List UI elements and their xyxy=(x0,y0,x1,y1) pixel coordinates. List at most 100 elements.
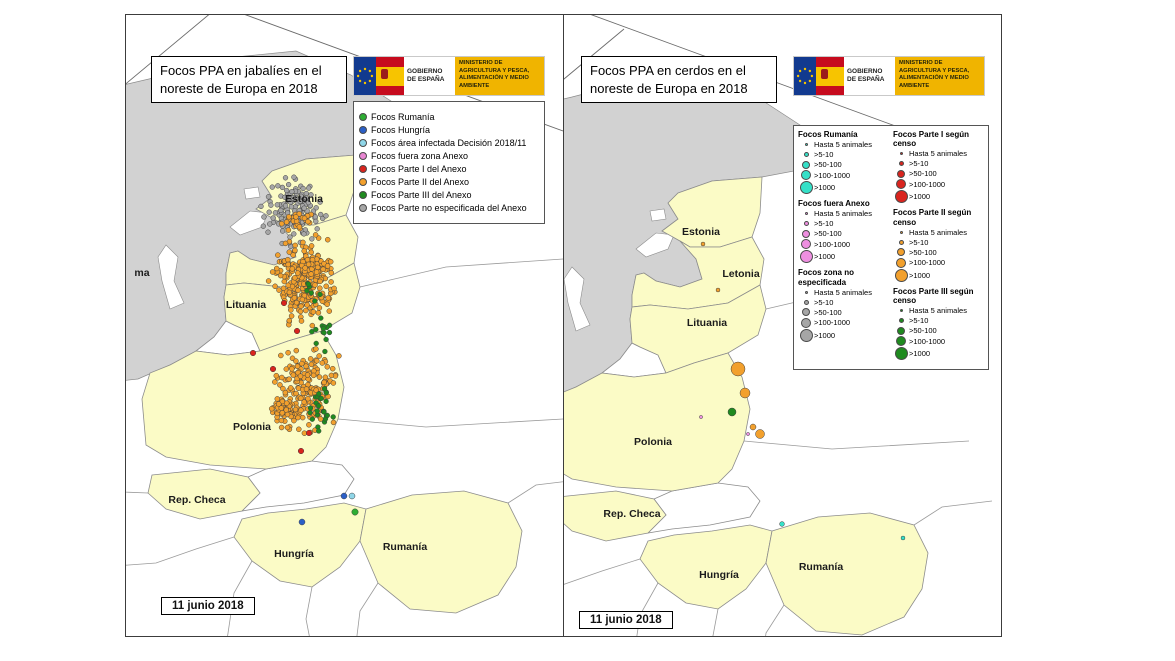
legend-group-title: Focos Parte III según censo xyxy=(893,286,974,305)
legend-label: Focos Parte II del Anexo xyxy=(371,177,470,187)
country-label: Rumanía xyxy=(383,541,428,553)
legend-label: Focos área infectada Decisión 2018/11 xyxy=(371,138,527,148)
graticule-line xyxy=(564,28,625,80)
gobierno-text: GOBIERNO DE ESPAÑA xyxy=(404,57,455,95)
country-label: Polonia xyxy=(634,436,672,448)
legend-dot-icon xyxy=(899,152,903,156)
legend-size-label: >50-100 xyxy=(814,307,842,317)
country-label: Hungría xyxy=(274,548,314,560)
legend-dot-icon xyxy=(359,139,367,147)
marker-cluster-focos-no-especificada xyxy=(258,174,329,249)
gobierno-logo: GOBIERNO DE ESPAÑA MINISTERIO DE AGRICUL… xyxy=(793,56,985,96)
legend-dot-icon xyxy=(898,318,904,324)
legend-dot-icon xyxy=(803,221,809,227)
legend-dot-cell xyxy=(798,239,814,250)
legend-dot-icon xyxy=(801,317,811,328)
legend-item: Focos Parte II del Anexo xyxy=(359,177,539,187)
country-labels: Estonia Letonia Lituania Polonia Rep. Checa H… xyxy=(603,226,843,581)
legend-group: Focos fuera Anexo Hasta 5 animales >5-10 >5… xyxy=(798,199,889,264)
marker-foco-parte-2 xyxy=(730,361,746,377)
legend-dot-icon xyxy=(896,257,906,268)
legend-dot-cell xyxy=(893,309,909,313)
legend-dot-icon xyxy=(899,309,903,313)
legend-dot-cell xyxy=(893,336,909,347)
legend-dot-cell xyxy=(798,181,814,195)
legend-size-item: >5-10 xyxy=(893,159,984,168)
legend-dot-icon xyxy=(899,230,903,234)
legend-dot-cell xyxy=(798,170,814,181)
island xyxy=(635,232,675,258)
legend-dot-icon xyxy=(359,204,367,212)
marker-foco-parte-1 xyxy=(269,365,277,373)
legend-dot-cell xyxy=(893,318,909,324)
spain-flag-icon xyxy=(376,57,404,95)
outbreak-markers xyxy=(699,241,906,541)
legend-size-item: >100-1000 xyxy=(893,257,984,268)
marker-foco-area-infectada xyxy=(348,492,356,500)
eu-flag-icon xyxy=(794,57,816,95)
legend-dot-cell xyxy=(798,152,814,158)
island xyxy=(229,210,269,236)
legend-dot-cell xyxy=(798,143,814,147)
country-border-line xyxy=(126,491,149,494)
spain-flag-icon xyxy=(816,57,844,95)
legend-size-item: >5-10 xyxy=(798,150,889,159)
legend-size-item: Hasta 5 animales xyxy=(893,149,984,158)
legend-dot-icon xyxy=(359,113,367,121)
marker-foco-hungria xyxy=(298,518,306,526)
legend-dot-icon xyxy=(804,212,808,216)
legend-size-label: Hasta 5 animales xyxy=(909,227,967,237)
island xyxy=(157,244,185,310)
country-shape-hungria xyxy=(233,502,367,588)
legend-size-label: Hasta 5 animales xyxy=(909,149,967,159)
legend-group-title: Focos zona no especificada xyxy=(798,268,854,287)
legend-size-label: Hasta 5 animales xyxy=(814,209,872,219)
legend-dot-icon xyxy=(894,190,908,204)
marker-foco-parte-1 xyxy=(305,429,313,437)
country-label: Rep. Checa xyxy=(168,494,225,506)
legend-dot-cell xyxy=(893,239,909,245)
outbreak-markers xyxy=(249,174,359,526)
legend-size-item: >100-1000 xyxy=(798,170,889,181)
legend-size-label: >5-10 xyxy=(909,316,929,326)
legend-size-label: >1000 xyxy=(909,270,931,280)
legend-size-item: Hasta 5 animales xyxy=(893,306,984,315)
legend-size-item: >50-100 xyxy=(893,326,984,335)
legend-dot-cell xyxy=(893,257,909,268)
legend-group-title: Focos fuera Anexo xyxy=(798,199,870,209)
country-label: Lituania xyxy=(687,317,727,329)
legend-dot-icon xyxy=(894,268,908,282)
legend-size-label: Hasta 5 animales xyxy=(814,287,872,297)
legend-dot-icon xyxy=(801,170,811,181)
marker-foco-fuera-anexo xyxy=(699,415,703,419)
country-label: Rumanía xyxy=(799,561,844,573)
legend-size-label: >5-10 xyxy=(909,237,929,247)
marker-cluster-focos-parte-2-estonia xyxy=(278,211,314,233)
legend-dot-cell xyxy=(798,250,814,264)
marker-foco-parte-1 xyxy=(297,447,305,455)
legend-label: Focos Rumanía xyxy=(371,112,435,122)
country-border-line xyxy=(126,536,235,566)
marker-cluster-focos-parte-3-lituania xyxy=(309,315,333,355)
gobierno-logo: GOBIERNO DE ESPAÑA MINISTERIO DE AGRICUL… xyxy=(353,56,545,96)
map-panel-jabalies: Estonia ma Lituania Polonia Rep. Checa Hungrí… xyxy=(125,14,564,637)
marker-foco-parte-1 xyxy=(280,299,288,307)
legend-dot-cell xyxy=(893,179,909,190)
marker-cluster-focos-parte-3-poland xyxy=(307,386,336,434)
legend-size-label: Hasta 5 animales xyxy=(909,306,967,316)
legend-size-label: >100-1000 xyxy=(814,318,851,328)
legend-col-2: Focos Parte I según censo Hasta 5 animale… xyxy=(893,130,984,365)
legend-size-item: Hasta 5 animales xyxy=(798,288,889,297)
legend-dot-icon xyxy=(801,239,811,250)
legend-item: Focos Rumanía xyxy=(359,112,539,122)
country-label: Polonia xyxy=(233,421,271,433)
legend-size-label: >100-1000 xyxy=(909,179,946,189)
legend-size-item: >1000 xyxy=(893,268,984,282)
legend-dot-cell xyxy=(893,230,909,234)
legend-dot-cell xyxy=(798,299,814,305)
legend-group-title: Focos Parte I según censo xyxy=(893,130,970,149)
legend-group: Focos Parte II según censo Hasta 5 animal… xyxy=(893,208,984,282)
legend-label: Focos Parte no especificada del Anexo xyxy=(371,203,527,213)
legend-label: Focos fuera zona Anexo xyxy=(371,151,469,161)
